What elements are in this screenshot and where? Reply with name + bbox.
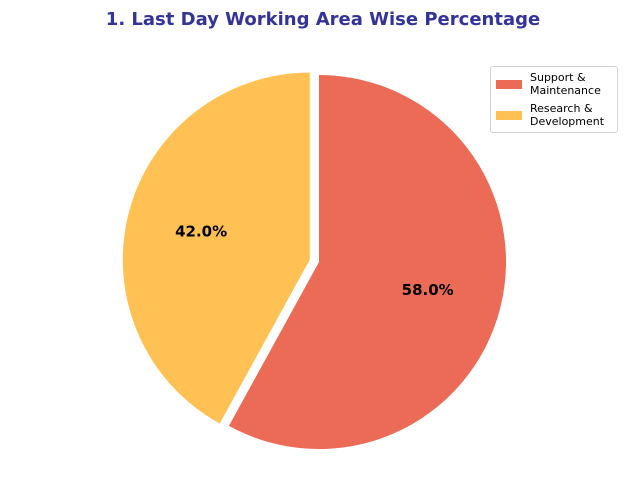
legend-swatch-research-development [496, 110, 522, 120]
pie-label-support-maintenance: 58.0% [402, 281, 454, 299]
legend: Support & Maintenance Research & Develop… [490, 66, 618, 133]
chart-title: 1. Last Day Working Area Wise Percentage [105, 9, 541, 30]
legend-item-research-development: Research & Development [496, 102, 611, 128]
pie-label-research-development: 42.0% [175, 223, 227, 241]
legend-swatch-support-maintenance [496, 79, 522, 89]
pie-slice-research-development [122, 72, 310, 424]
pie-slice-support-maintenance [228, 75, 507, 449]
legend-label-research-development: Research & Development [530, 102, 605, 128]
legend-item-support-maintenance: Support & Maintenance [496, 71, 611, 97]
legend-label-support-maintenance: Support & Maintenance [530, 71, 601, 97]
